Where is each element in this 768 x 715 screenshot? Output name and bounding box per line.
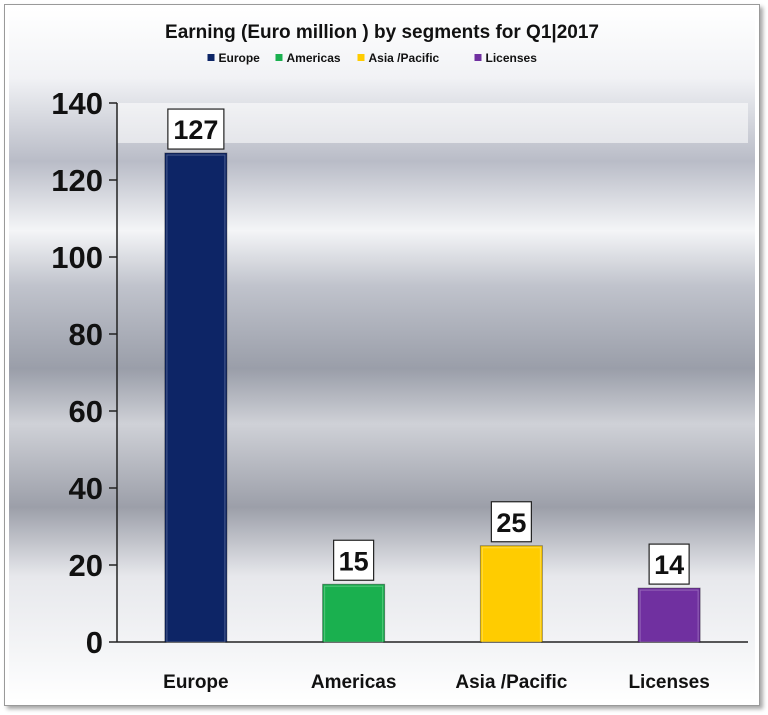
- data-label: 25: [496, 508, 526, 538]
- legend-label: Europe: [219, 51, 261, 65]
- legend-label: Asia /Pacific: [369, 51, 440, 65]
- legend-label: Licenses: [486, 51, 538, 65]
- bar-licenses: [637, 587, 701, 643]
- x-tick-label: Licenses: [628, 672, 709, 693]
- x-tick-label: Europe: [163, 672, 228, 693]
- data-label: 127: [173, 115, 218, 145]
- data-label-box: [333, 539, 375, 581]
- y-tick-label: 20: [69, 548, 103, 583]
- legend-label: Americas: [287, 51, 341, 65]
- y-tick-label: 140: [51, 86, 103, 121]
- legend: Europe Americas Asia /Pacific Licenses: [207, 51, 538, 65]
- bar-asia-pacific: [479, 545, 543, 643]
- bar-europe: [164, 152, 228, 643]
- x-tick-label: Americas: [311, 672, 397, 693]
- data-label: 14: [654, 550, 684, 580]
- data-label: 15: [339, 546, 369, 576]
- y-tick-label: 80: [69, 317, 103, 352]
- x-tick-label: Asia /Pacific: [455, 672, 567, 693]
- y-tick-label: 40: [69, 471, 103, 506]
- y-tick-label: 60: [69, 394, 103, 429]
- bar-bevel: [166, 154, 226, 643]
- data-label-box: [490, 501, 532, 543]
- legend-swatch-licenses: [474, 54, 482, 61]
- bar-bevel: [481, 547, 541, 643]
- legend-swatch-americas: [275, 54, 283, 61]
- plot-area: 0 20 40 60 80 100 120 140 127 Europe 15 Americas 25 A…: [51, 86, 748, 693]
- y-tick-label: 120: [51, 163, 103, 198]
- bar-bevel: [324, 585, 384, 643]
- legend-swatch-europe: [207, 54, 215, 61]
- data-label-box: [167, 108, 225, 150]
- legend-swatch-asia-pacific: [357, 54, 365, 61]
- bar-americas: [322, 583, 386, 643]
- data-label-box: [648, 543, 690, 585]
- y-tick-label: 100: [51, 240, 103, 275]
- chart-title: Earning (Euro million ) by segments for …: [165, 22, 599, 43]
- y-tick-label: 0: [86, 625, 103, 660]
- bar-bevel: [639, 589, 699, 643]
